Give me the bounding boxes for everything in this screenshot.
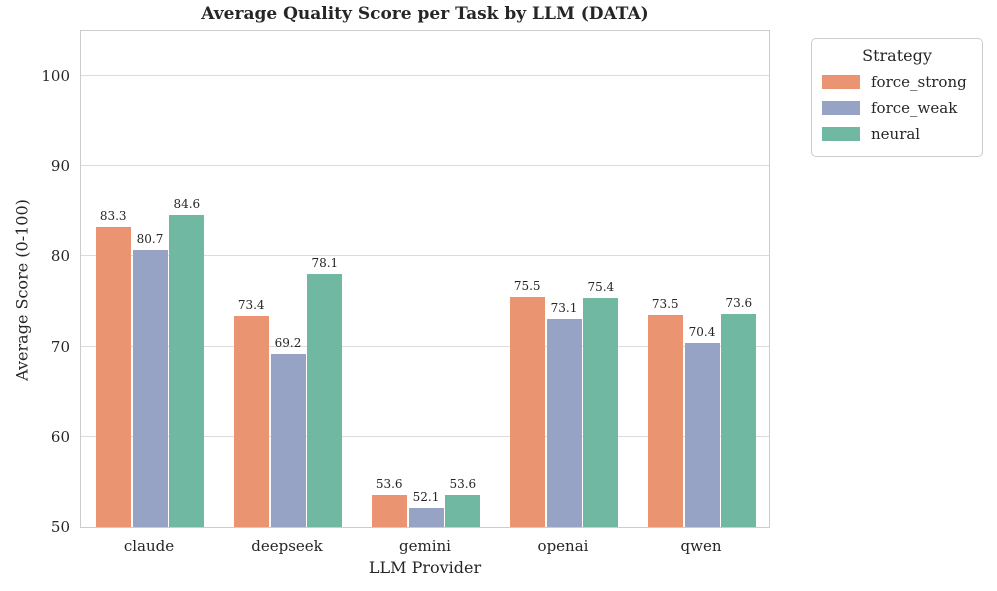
x-axis-label: LLM Provider bbox=[368, 558, 482, 577]
y-axis-label: Average Score (0-100) bbox=[12, 199, 32, 381]
legend-item-force_strong: force_strong bbox=[822, 69, 972, 95]
bar-claude-force_weak bbox=[132, 250, 168, 527]
bar-value-label-deepseek-neural: 78.1 bbox=[311, 255, 339, 270]
xtick-label-openai: openai bbox=[537, 537, 589, 555]
ytick-label-70: 70 bbox=[50, 337, 70, 356]
legend-item-neural: neural bbox=[822, 121, 972, 147]
legend-swatch-force_weak bbox=[822, 101, 860, 115]
ytick-label-100: 100 bbox=[41, 66, 70, 85]
bar-value-label-openai-force_strong: 75.5 bbox=[513, 278, 541, 293]
bar-value-label-qwen-force_strong: 73.5 bbox=[651, 297, 679, 311]
xtick-label-deepseek: deepseek bbox=[251, 537, 323, 555]
legend-label-force_strong: force_strong bbox=[871, 73, 967, 91]
bar-value-label-gemini-force_weak: 52.1 bbox=[412, 490, 440, 505]
bar-value-label-deepseek-force_weak: 69.2 bbox=[274, 335, 302, 350]
legend-label-neural: neural bbox=[871, 125, 921, 143]
bar-value-label-gemini-neural: 53.6 bbox=[449, 476, 477, 491]
bar-value-label-claude-force_strong: 83.3 bbox=[99, 208, 127, 223]
bar-deepseek-force_strong bbox=[233, 315, 269, 527]
bar-claude-force_strong bbox=[95, 226, 131, 527]
bar-qwen-force_strong bbox=[647, 315, 683, 527]
ytick-label-80: 80 bbox=[50, 247, 70, 266]
chart-title: Average Quality Score per Task by LLM (D… bbox=[201, 4, 649, 24]
legend-title: Strategy bbox=[862, 46, 932, 65]
legend-swatch-neural bbox=[822, 127, 860, 141]
xtick-label-claude: claude bbox=[123, 537, 175, 555]
ytick-label-90: 90 bbox=[50, 157, 70, 176]
bar-value-label-qwen-force_weak: 70.4 bbox=[688, 324, 716, 339]
xtick-label-qwen: qwen bbox=[680, 537, 722, 555]
bar-openai-neural bbox=[583, 297, 619, 527]
ytick-label-50: 50 bbox=[50, 518, 70, 536]
bar-qwen-force_weak bbox=[684, 342, 720, 527]
plot-area: 83.3 80.7 84.6 73.4 69.2 78.1 53.6 52.1 53.6 75.5… bbox=[80, 30, 770, 528]
legend-swatch-force_strong bbox=[822, 75, 860, 89]
ytick-label-60: 60 bbox=[50, 427, 70, 446]
bar-value-label-deepseek-force_strong: 73.4 bbox=[237, 297, 265, 312]
legend-item-force_weak: force_weak bbox=[822, 95, 972, 121]
bar-gemini-neural bbox=[445, 494, 481, 527]
bar-value-label-claude-force_weak: 80.7 bbox=[136, 232, 164, 247]
bar-claude-neural bbox=[169, 214, 205, 527]
bar-value-label-claude-neural: 84.6 bbox=[173, 196, 201, 211]
gridline-y-70 bbox=[81, 345, 769, 347]
gridline-y-90 bbox=[81, 165, 769, 167]
bar-value-label-openai-neural: 75.4 bbox=[587, 279, 615, 294]
bar-gemini-force_strong bbox=[371, 494, 407, 527]
gridline-y-100 bbox=[81, 74, 769, 76]
bar-openai-force_strong bbox=[509, 296, 545, 527]
bar-value-label-gemini-force_strong: 53.6 bbox=[375, 476, 403, 491]
bar-deepseek-neural bbox=[307, 273, 343, 527]
bar-openai-force_weak bbox=[546, 318, 582, 527]
bar-deepseek-force_weak bbox=[270, 353, 306, 527]
gridline-y-80 bbox=[81, 255, 769, 257]
gridline-y-60 bbox=[81, 435, 769, 437]
legend-label-force_weak: force_weak bbox=[871, 99, 958, 117]
bar-qwen-neural bbox=[721, 314, 757, 527]
bar-value-label-qwen-neural: 73.6 bbox=[725, 296, 753, 311]
bar-value-label-openai-force_weak: 73.1 bbox=[550, 300, 578, 315]
xtick-label-gemini: gemini bbox=[399, 537, 451, 555]
bar-gemini-force_weak bbox=[408, 508, 444, 527]
